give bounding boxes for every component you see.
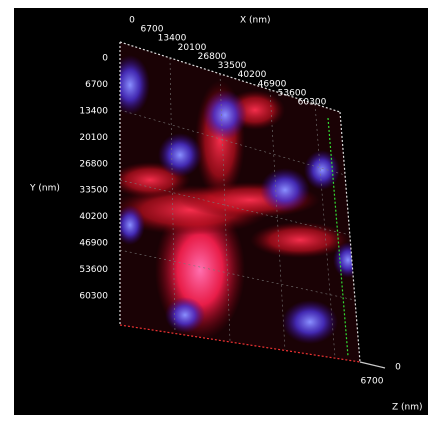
- y-tick-label: 33500: [79, 186, 108, 196]
- z-axis-label: Z (nm): [392, 403, 423, 413]
- render-view: X (nm) Y (nm) Z (nm) 0 6700 13400 20100 2680…: [0, 0, 438, 423]
- y-tick-label: 6700: [85, 80, 108, 90]
- y-tick-label: 26800: [79, 159, 108, 169]
- y-tick-label: 20100: [79, 133, 108, 143]
- z-tick-label: 0: [395, 363, 401, 373]
- y-axis-label: Y (nm): [29, 184, 60, 194]
- page: {"x_axis": {"label": "X (nm)", "ticks": …: [0, 0, 438, 423]
- y-tick-label: 0: [102, 54, 108, 64]
- x-tick-label: 0: [129, 16, 135, 26]
- y-tick-label: 46900: [79, 239, 108, 249]
- z-tick-label: 6700: [361, 377, 384, 387]
- y-tick-label: 13400: [79, 106, 108, 116]
- y-tick-label: 53600: [79, 265, 108, 275]
- y-tick-label: 60300: [79, 292, 108, 302]
- y-tick-label: 40200: [79, 212, 108, 222]
- x-axis-label: X (nm): [240, 16, 271, 26]
- x-tick-label: 60300: [298, 98, 327, 108]
